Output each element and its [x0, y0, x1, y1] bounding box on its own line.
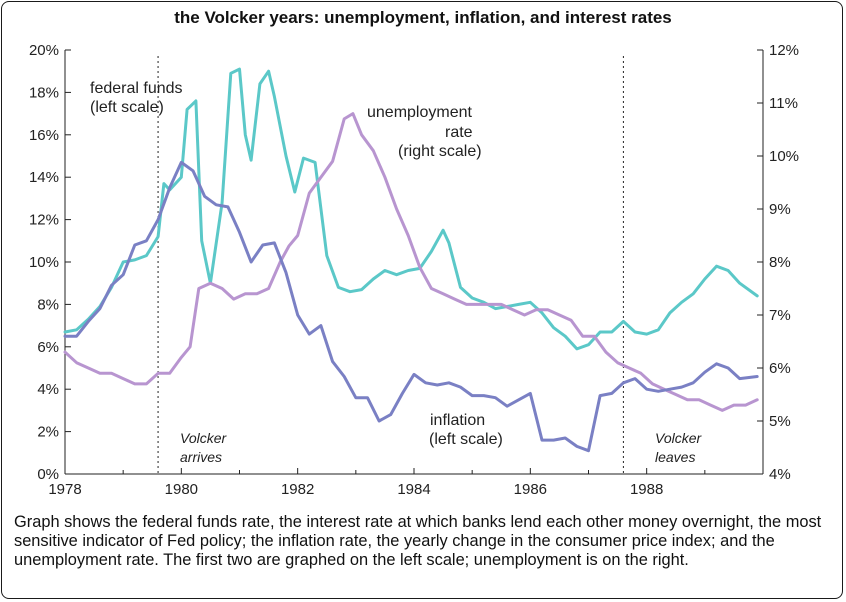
inflation-line	[63, 160, 759, 453]
left-tick-label: 4%	[37, 381, 59, 398]
unemployment-label-line2: rate	[445, 124, 473, 141]
right-tick-label: 7%	[769, 307, 791, 324]
inflation-label-line1: inflation	[430, 412, 485, 429]
left-tick-label: 10%	[29, 254, 59, 271]
federal-funds-line	[63, 67, 759, 351]
left-tick-label: 14%	[29, 169, 59, 186]
x-tick-label: 1982	[281, 481, 314, 498]
chart-axes: 0% 2% 4% 6% 8% 10% 12% 14% 16% 18% 20% 4% 5% 6% 7% 8% 9%…	[29, 42, 799, 498]
fedfunds-label-line1: federal funds	[90, 80, 183, 97]
chart-annotations: federal funds (left scale) unemployment …	[90, 80, 703, 465]
x-tick-label: 1986	[514, 481, 547, 498]
series-lines	[63, 67, 759, 453]
fedfunds-label-line2: (left scale)	[90, 99, 164, 116]
right-tick-label: 9%	[769, 201, 791, 218]
right-tick-label: 8%	[769, 254, 791, 271]
x-tick-label: 1984	[397, 481, 430, 498]
x-tick-label: 1980	[165, 481, 198, 498]
right-tick-label: 11%	[769, 95, 798, 112]
left-tick-label: 20%	[29, 42, 59, 59]
x-tick-label: 1988	[630, 481, 663, 498]
volcker-arrives-label-line2: arrives	[180, 449, 222, 465]
left-tick-label: 0%	[37, 466, 59, 483]
chart-title: the Volcker years: unemployment, inflati…	[174, 8, 672, 27]
left-tick-label: 18%	[29, 84, 59, 101]
unemployment-label-line3: (right scale)	[398, 143, 482, 160]
figure-caption: Graph shows the federal funds rate, the …	[14, 513, 822, 569]
inflation-label-line2: (left scale)	[429, 431, 503, 448]
volcker-leaves-label-line2: leaves	[655, 449, 695, 465]
right-tick-label: 12%	[769, 42, 799, 59]
volcker-arrives-label-line1: Volcker	[180, 430, 228, 446]
right-tick-label: 5%	[769, 413, 791, 430]
left-tick-label: 8%	[37, 296, 59, 313]
right-tick-label: 4%	[769, 466, 791, 483]
volcker-leaves-label-line1: Volcker	[655, 430, 703, 446]
left-tick-label: 2%	[37, 424, 59, 441]
unemployment-label-line1: unemployment	[367, 104, 473, 121]
right-tick-label: 10%	[769, 148, 799, 165]
unemployment-line	[63, 112, 759, 412]
right-tick-label: 6%	[769, 360, 791, 377]
x-tick-label: 1978	[48, 481, 81, 498]
left-tick-label: 16%	[29, 127, 59, 144]
left-tick-label: 6%	[37, 339, 59, 356]
left-tick-label: 12%	[29, 212, 59, 229]
